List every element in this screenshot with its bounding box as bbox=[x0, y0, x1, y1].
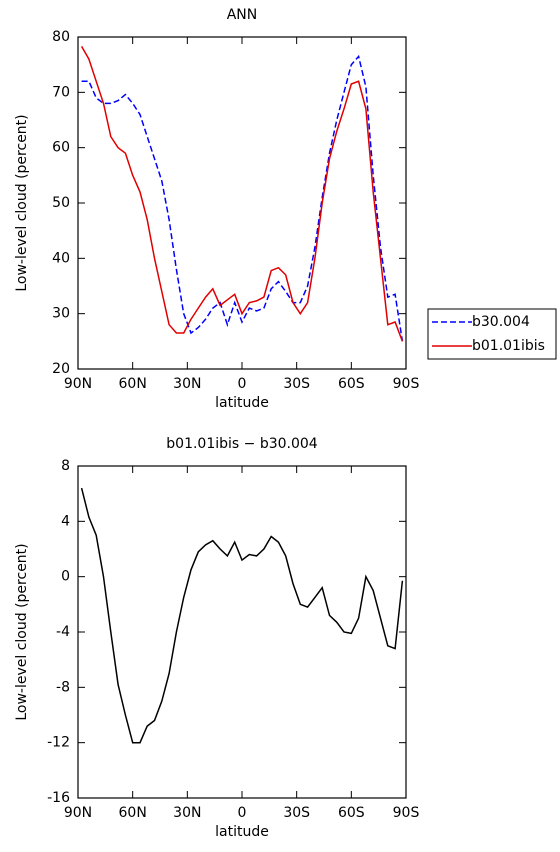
chart-title: b01.01ibis − b30.004 bbox=[166, 436, 318, 452]
y-tick-label: 20 bbox=[52, 361, 70, 377]
y-tick-label: -16 bbox=[47, 790, 70, 806]
y-tick-label: 50 bbox=[52, 195, 70, 211]
legend-label: b30.004 bbox=[472, 314, 530, 330]
y-axis-label: Low-level cloud (percent) bbox=[14, 114, 30, 291]
y-tick-label: 40 bbox=[52, 250, 70, 266]
y-axis-label: Low-level cloud (percent) bbox=[14, 543, 30, 720]
y-tick-label: -4 bbox=[56, 624, 70, 640]
x-tick-label: 30S bbox=[283, 376, 310, 392]
y-tick-label: 60 bbox=[52, 140, 70, 156]
legend-label: b01.01ibis bbox=[472, 338, 545, 354]
x-tick-label: 30S bbox=[283, 805, 310, 821]
chart-title: ANN bbox=[227, 7, 258, 23]
x-tick-label: 90S bbox=[393, 376, 420, 392]
plot-frame bbox=[77, 465, 407, 799]
y-tick-label: 8 bbox=[61, 458, 70, 474]
legend-box bbox=[427, 308, 557, 360]
y-tick-label: 0 bbox=[61, 569, 70, 585]
y-tick-label: 70 bbox=[52, 84, 70, 100]
data-line bbox=[80, 487, 404, 744]
x-tick-label: 90N bbox=[64, 805, 92, 821]
x-axis-label: latitude bbox=[215, 824, 269, 840]
x-tick-label: 90S bbox=[393, 805, 420, 821]
x-tick-label: 60N bbox=[119, 376, 147, 392]
x-tick-label: 30N bbox=[173, 376, 201, 392]
y-tick-label: -12 bbox=[47, 735, 70, 751]
x-tick-label: 60S bbox=[338, 376, 365, 392]
x-tick-label: 0 bbox=[238, 376, 247, 392]
plot-frame bbox=[77, 36, 407, 370]
x-tick-label: 60S bbox=[338, 805, 365, 821]
y-tick-label: 30 bbox=[52, 306, 70, 322]
x-tick-label: 90N bbox=[64, 376, 92, 392]
x-tick-label: 30N bbox=[173, 805, 201, 821]
y-tick-label: 4 bbox=[61, 513, 70, 529]
data-line bbox=[80, 46, 404, 342]
data-line bbox=[81, 54, 404, 342]
y-tick-label: -8 bbox=[56, 679, 70, 695]
x-axis-label: latitude bbox=[215, 395, 269, 411]
x-tick-label: 0 bbox=[238, 805, 247, 821]
y-tick-label: 80 bbox=[52, 29, 70, 45]
x-tick-label: 60N bbox=[119, 805, 147, 821]
